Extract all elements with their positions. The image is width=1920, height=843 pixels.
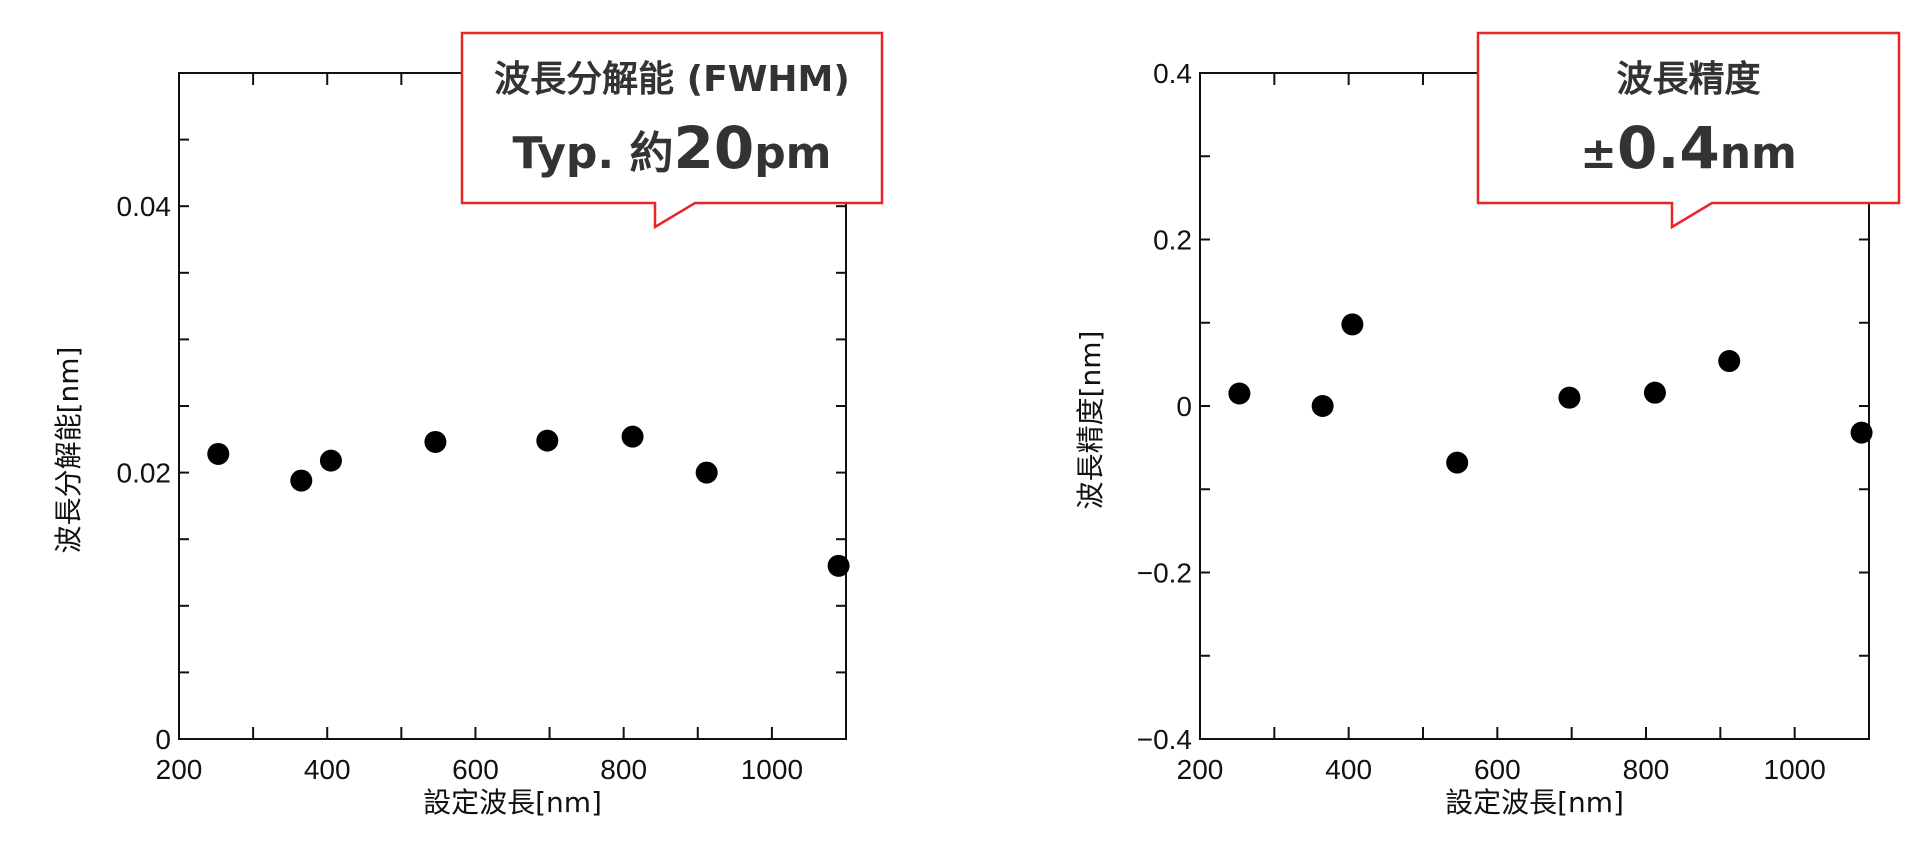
data-point bbox=[424, 430, 447, 453]
accuracy-chart: 200 400 600 800 1000 −0.4 −0.2 0 0.2 0.4 設定波長[nm] 波… bbox=[1074, 31, 1901, 819]
data-point bbox=[695, 461, 718, 484]
data-point bbox=[319, 449, 342, 472]
callout-number: 0.4 bbox=[1617, 114, 1720, 182]
y-tick-label: −0.4 bbox=[1137, 724, 1192, 755]
x-tick-label: 600 bbox=[452, 754, 499, 785]
y-tick-label: 0.4 bbox=[1153, 58, 1192, 89]
data-point bbox=[621, 425, 644, 448]
x-tick-label: 1000 bbox=[741, 754, 803, 785]
callout-title: 波長精度 bbox=[1616, 59, 1760, 100]
y-tick-label: 0.04 bbox=[117, 191, 172, 222]
data-point bbox=[1446, 451, 1469, 474]
data-point bbox=[1228, 382, 1251, 405]
x-tick-label: 800 bbox=[600, 754, 647, 785]
callout-value: Typ. 約20pm bbox=[512, 114, 831, 182]
callout-unit: pm bbox=[754, 128, 831, 179]
y-tick-label: 0 bbox=[1176, 391, 1192, 422]
x-axis-label: 設定波長[nm] bbox=[1445, 786, 1624, 819]
data-point bbox=[290, 469, 313, 492]
callout-unit: nm bbox=[1720, 128, 1797, 179]
data-point bbox=[1718, 350, 1741, 373]
callout-prefix: ± bbox=[1580, 128, 1617, 179]
y-axis-label: 波長精度[nm] bbox=[1074, 331, 1107, 510]
x-tick-label: 400 bbox=[304, 754, 351, 785]
x-tick-label: 200 bbox=[1177, 754, 1224, 785]
x-tick-label: 200 bbox=[156, 754, 203, 785]
resolution-chart: 200 400 600 800 1000 0 0.02 0.04 設定波長[nm] 波長分解能[n… bbox=[52, 31, 884, 819]
callout-number: 20 bbox=[673, 114, 754, 182]
y-axis-label: 波長分解能[nm] bbox=[52, 347, 85, 554]
data-point bbox=[827, 554, 850, 577]
callout-box bbox=[1476, 31, 1901, 230]
callout-box bbox=[460, 31, 884, 230]
data-point bbox=[1850, 421, 1873, 444]
y-tick-label: 0.02 bbox=[117, 458, 172, 489]
y-tick-label: −0.2 bbox=[1137, 558, 1192, 589]
data-point bbox=[536, 429, 559, 452]
data-point bbox=[1311, 395, 1334, 417]
data-point bbox=[207, 442, 230, 465]
callout-value: ±0.4nm bbox=[1580, 114, 1797, 182]
callout-title: 波長分解能 (FWHM) bbox=[494, 59, 850, 100]
x-tick-label: 800 bbox=[1623, 754, 1670, 785]
data-point bbox=[1341, 313, 1364, 336]
y-tick-label: 0 bbox=[155, 724, 171, 755]
data-point bbox=[1558, 386, 1581, 409]
x-tick-label: 600 bbox=[1474, 754, 1521, 785]
y-tick-label: 0.2 bbox=[1153, 225, 1192, 256]
x-tick-label: 400 bbox=[1325, 754, 1372, 785]
data-point bbox=[1643, 381, 1666, 404]
x-tick-label: 1000 bbox=[1764, 754, 1826, 785]
callout-prefix: Typ. 約 bbox=[512, 128, 673, 179]
x-axis-label: 設定波長[nm] bbox=[423, 786, 602, 819]
